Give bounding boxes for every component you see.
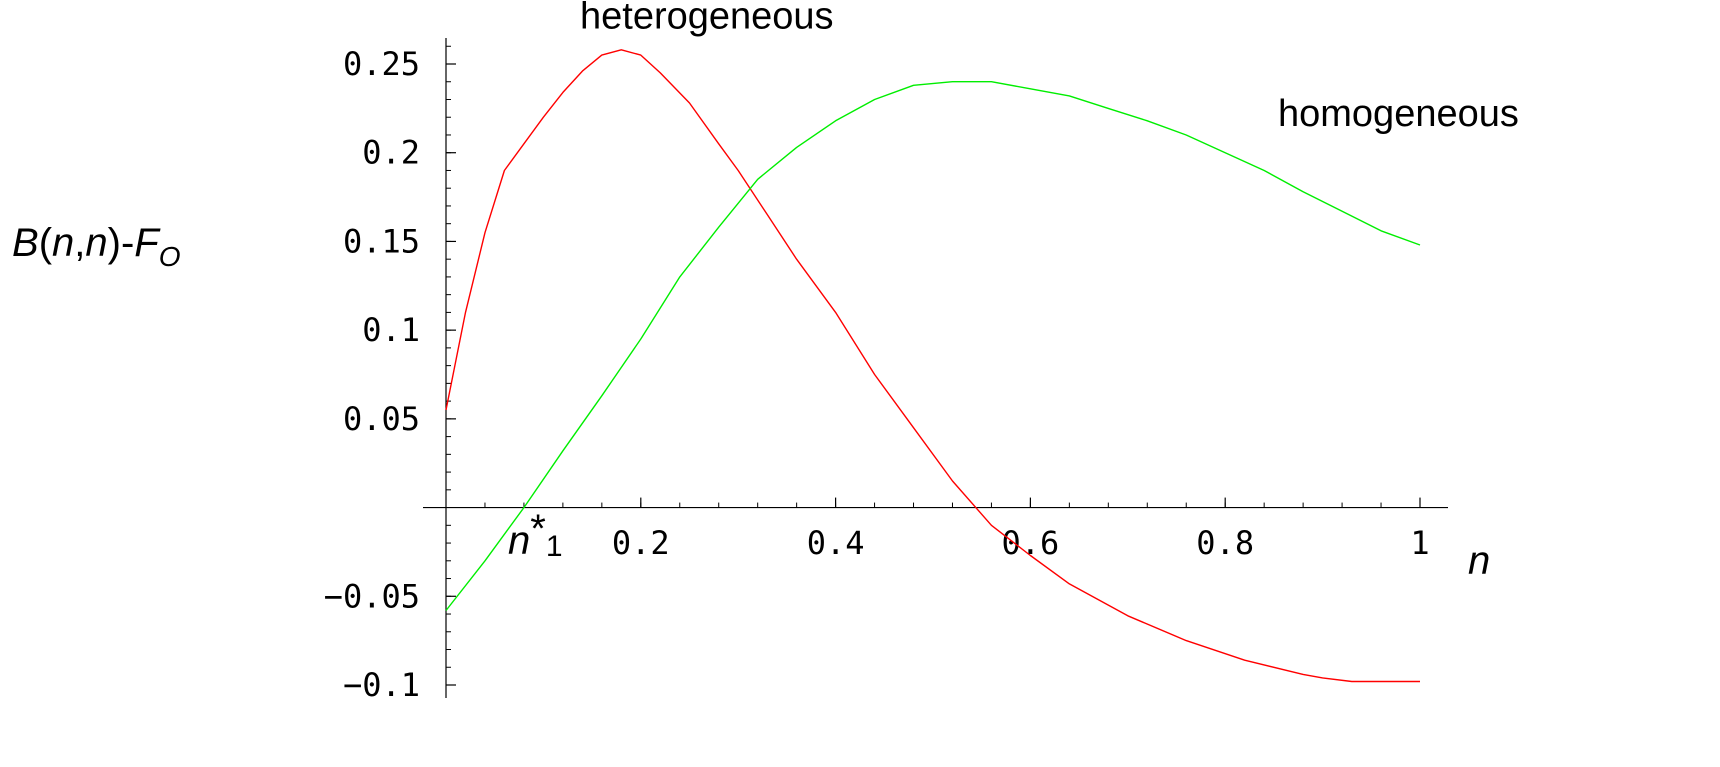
y-axis-title: B(n,n)-FO xyxy=(12,221,181,272)
axes xyxy=(423,38,1448,698)
y-tick-labels: −0.1 −0.05 0.05 0.1 0.15 0.2 0.25 xyxy=(324,45,420,704)
x-tick-labels: 0.2 0.4 0.6 0.8 1 xyxy=(612,524,1430,562)
heterogeneous-label: heterogeneous xyxy=(580,0,834,38)
homogeneous-line xyxy=(445,80,1421,611)
n-star-annotation: n*1 xyxy=(508,507,563,563)
minor-ticks xyxy=(446,45,1421,686)
y-tick-label: 0.25 xyxy=(343,45,420,83)
x-tick-label: 0.2 xyxy=(612,524,670,562)
x-axis-title: n xyxy=(1468,539,1490,583)
homogeneous-label: homogeneous xyxy=(1278,93,1519,135)
y-tick-label: 0.05 xyxy=(343,400,420,438)
x-tick-label: 1 xyxy=(1410,524,1429,562)
y-tick-label: −0.05 xyxy=(324,577,420,615)
y-tick-label: 0.2 xyxy=(362,134,420,172)
y-tick-label: 0.1 xyxy=(362,311,420,349)
major-ticks xyxy=(446,63,1421,686)
series-labels: heterogeneous homogeneous xyxy=(580,0,1519,135)
y-tick-label: 0.15 xyxy=(343,222,420,260)
y-tick-label: −0.1 xyxy=(343,666,420,704)
x-tick-label: 0.8 xyxy=(1196,524,1254,562)
series-lines xyxy=(445,49,1421,683)
x-tick-label: 0.4 xyxy=(807,524,865,562)
heterogeneous-line xyxy=(445,49,1420,683)
